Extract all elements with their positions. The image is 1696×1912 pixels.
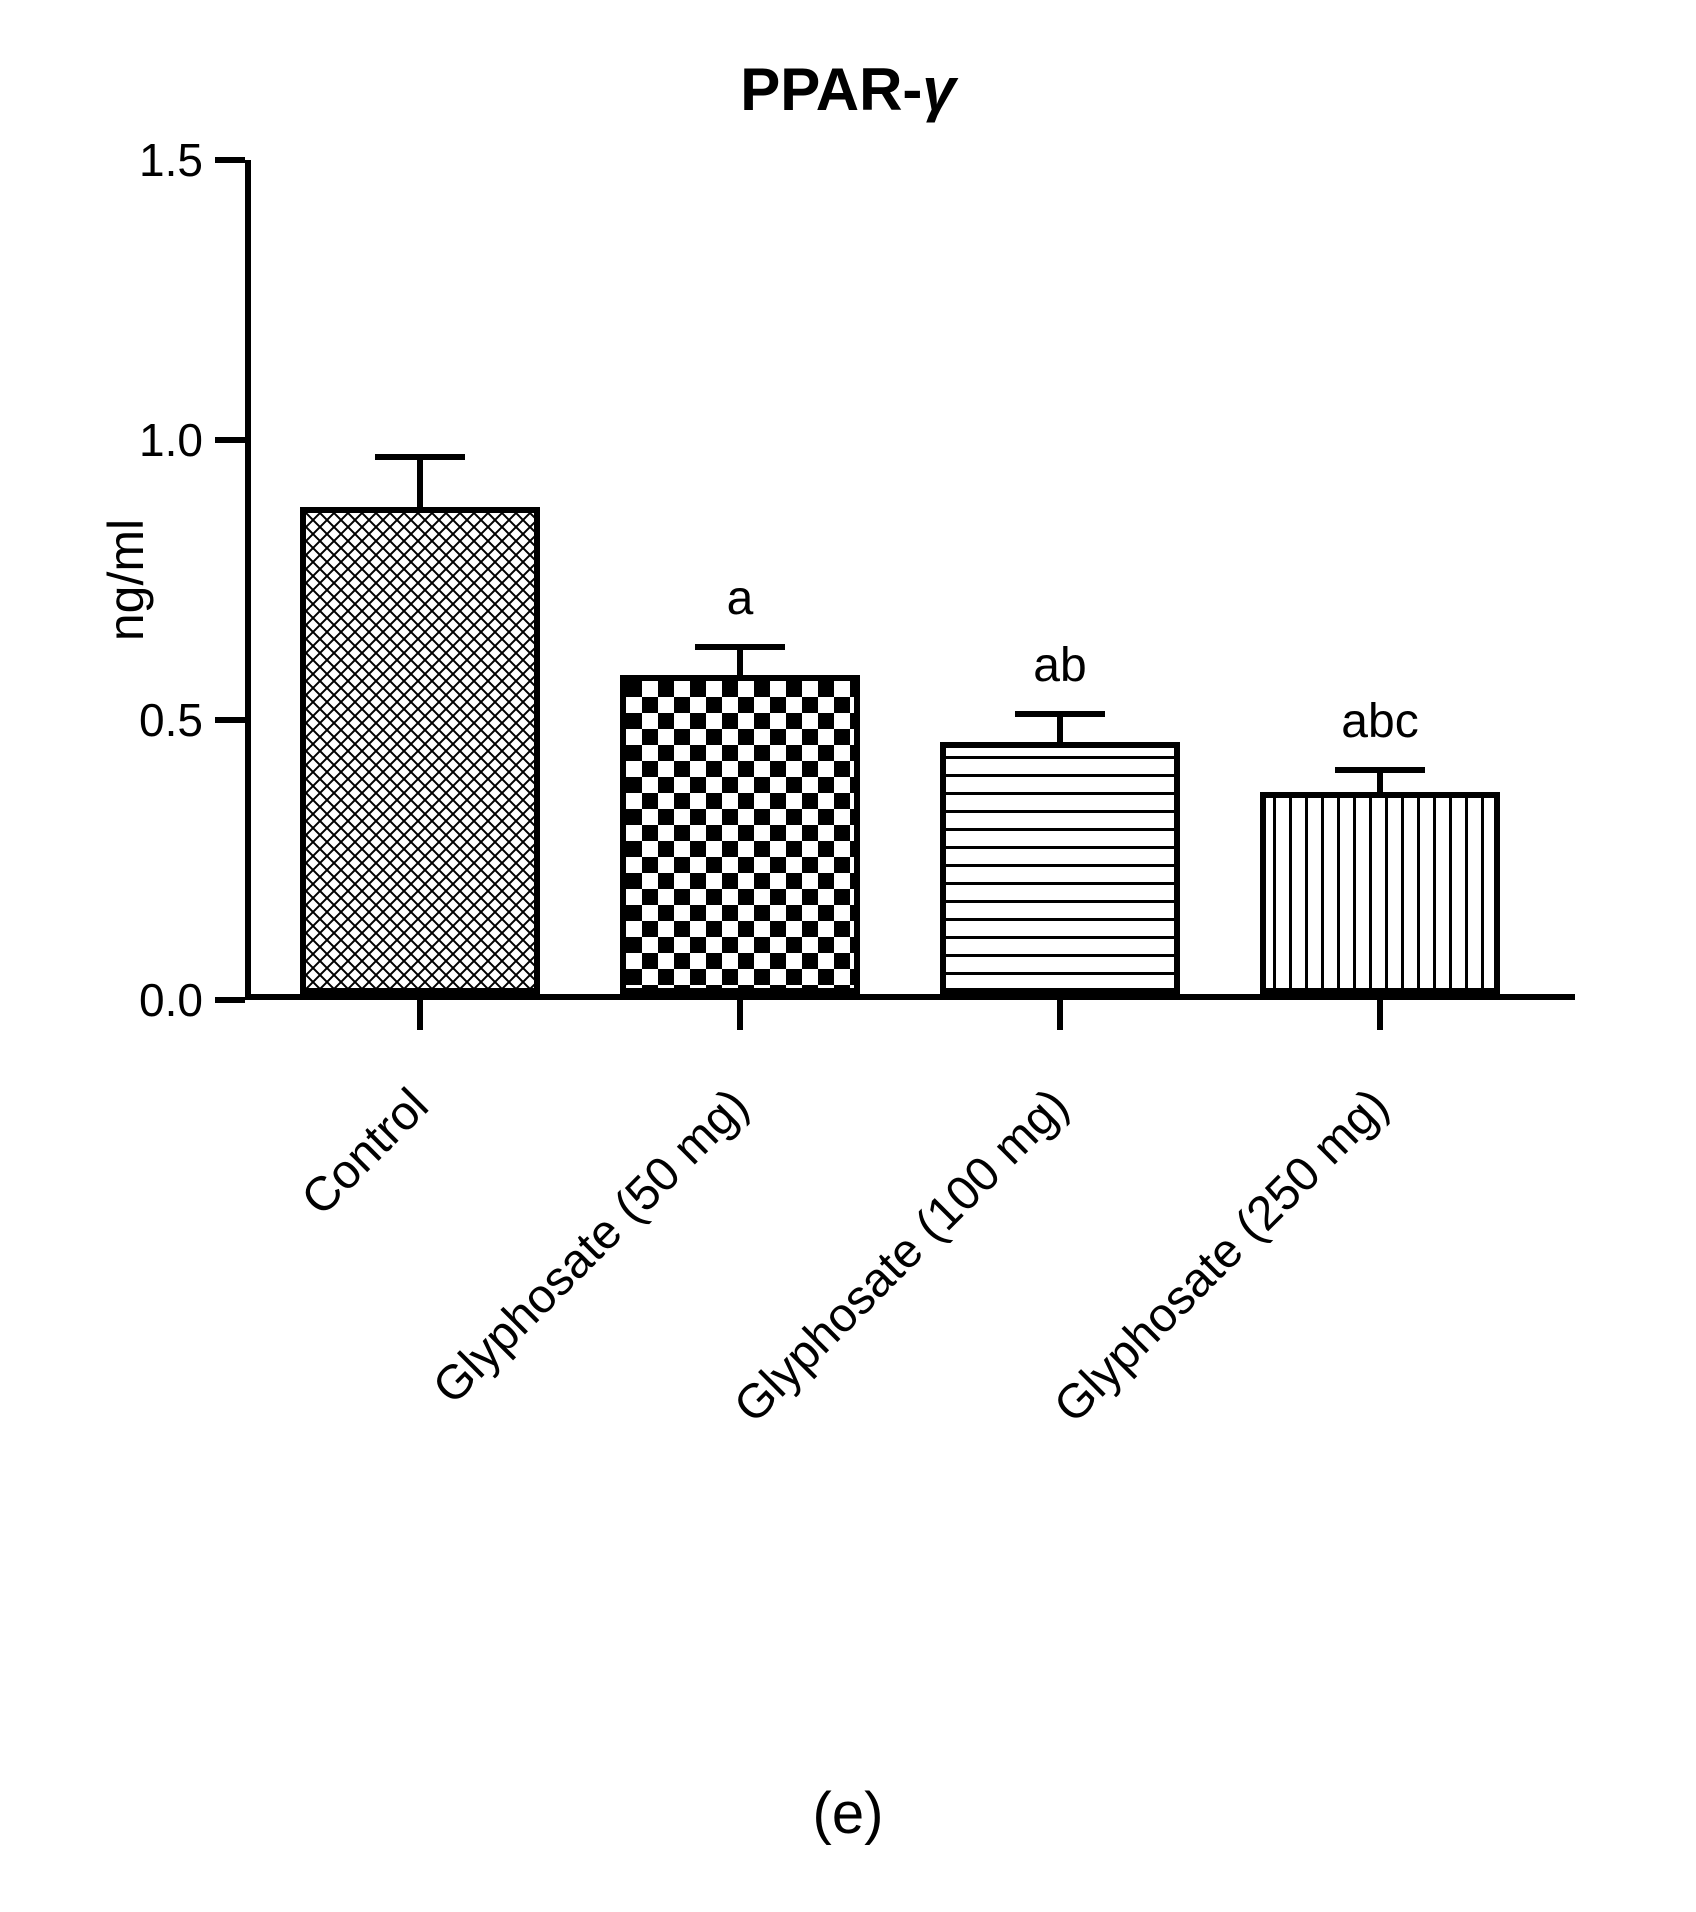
significance-label: ab — [1033, 638, 1086, 693]
chart-page: PPAR-γ ng/ml 0.00.51.01.5ControlaGlyphos… — [0, 0, 1696, 1912]
error-bar-cap — [375, 454, 465, 460]
y-tick — [215, 997, 245, 1003]
title-text: PPAR- — [740, 56, 922, 123]
y-tick-label: 0.0 — [139, 973, 203, 1027]
x-axis — [245, 994, 1575, 1000]
error-bar-stem — [1377, 770, 1383, 798]
error-bar-stem — [417, 457, 423, 513]
bar — [300, 507, 540, 994]
x-tick — [1377, 1000, 1383, 1030]
error-bar-stem — [1057, 714, 1063, 748]
y-axis — [245, 160, 251, 1000]
chart-title: PPAR-γ — [0, 55, 1696, 124]
x-tick — [737, 1000, 743, 1030]
y-tick-label: 1.0 — [139, 413, 203, 467]
bar — [1260, 792, 1500, 994]
panel-label: (e) — [0, 1780, 1696, 1847]
y-tick — [215, 717, 245, 723]
bar — [620, 675, 860, 994]
error-bar-cap — [1015, 711, 1105, 717]
x-tick — [417, 1000, 423, 1030]
y-axis-label: ng/ml — [97, 519, 155, 641]
significance-label: abc — [1341, 694, 1418, 749]
y-tick — [215, 157, 245, 163]
bar — [940, 742, 1180, 994]
y-tick-label: 1.5 — [139, 133, 203, 187]
title-gamma: γ — [922, 56, 955, 123]
y-tick-label: 0.5 — [139, 693, 203, 747]
significance-label: a — [727, 571, 754, 626]
x-tick — [1057, 1000, 1063, 1030]
error-bar-cap — [1335, 767, 1425, 773]
y-tick — [215, 437, 245, 443]
error-bar-cap — [695, 644, 785, 650]
error-bar-stem — [737, 647, 743, 681]
plot-area: ng/ml 0.00.51.01.5ControlaGlyphosate (50… — [245, 160, 1575, 1000]
